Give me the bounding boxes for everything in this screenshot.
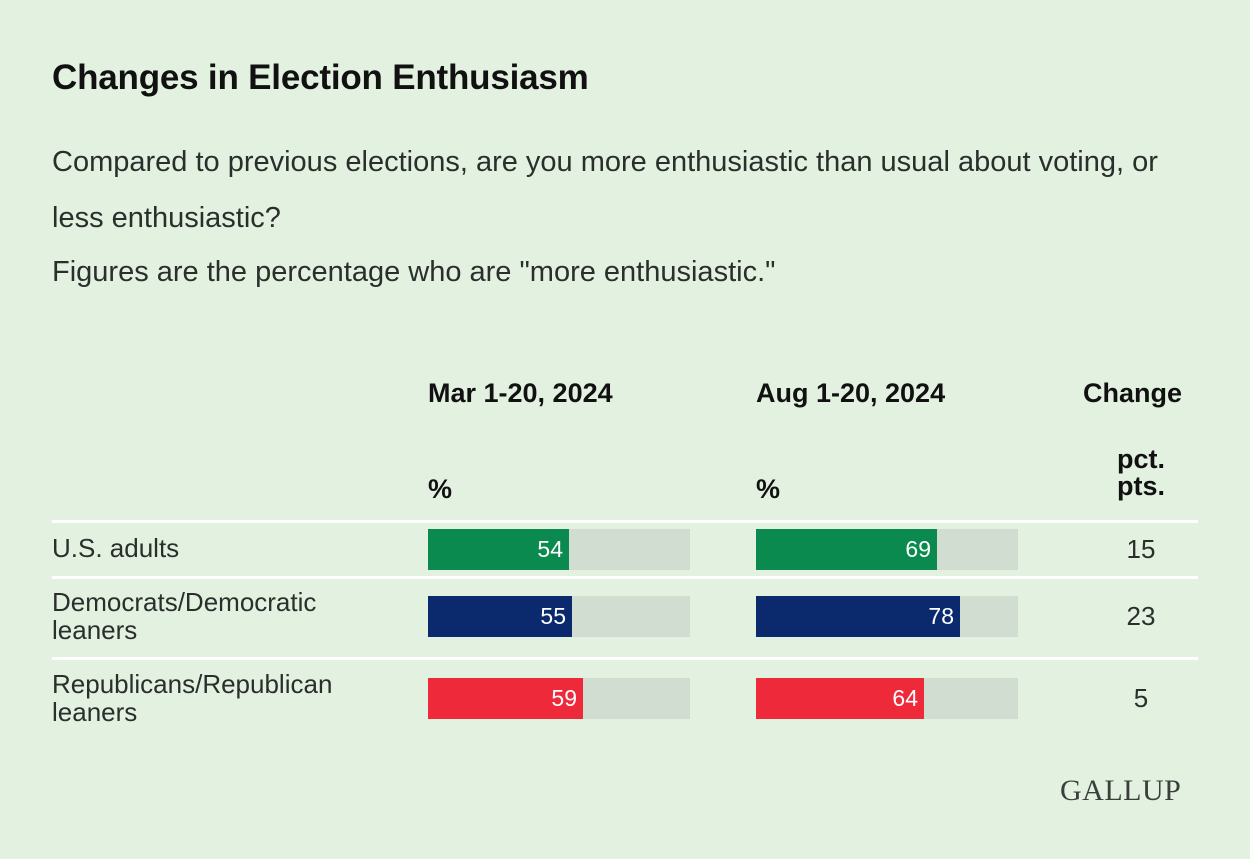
change-unit-line2: pts. — [1116, 471, 1165, 501]
column-unit-aug: % — [756, 474, 781, 504]
row-label: Democrats/Democratic leaners — [52, 587, 317, 645]
chart-subtitle: Compared to previous elections, are you … — [52, 146, 1158, 234]
bar-track: 78 — [756, 596, 1018, 637]
chart-note: Figures are the percentage who are "more… — [52, 256, 776, 288]
change-value: 15 — [1126, 534, 1156, 564]
bar-value-label: 78 — [928, 603, 954, 629]
row-label: Republicans/Republican leaners — [52, 669, 333, 727]
row-divider — [52, 657, 1198, 660]
change-value: 23 — [1126, 601, 1156, 631]
bar — [428, 678, 583, 719]
column-header-aug: Aug 1-20, 2024 — [756, 378, 946, 408]
bar-track: 54 — [428, 529, 690, 570]
column-header-change: Change — [1083, 378, 1183, 408]
bar-value-label: 69 — [905, 536, 931, 562]
bar-value-label: 59 — [551, 685, 577, 711]
bar-track: 59 — [428, 678, 690, 719]
chart-title: Changes in Election Enthusiasm — [52, 58, 589, 97]
bar-value-label: 55 — [540, 603, 566, 629]
row-label: U.S. adults — [52, 533, 180, 563]
bar — [756, 596, 960, 637]
row-divider — [52, 576, 1198, 579]
bar — [428, 529, 569, 570]
bar — [756, 529, 937, 570]
change-unit: pct. pts. — [1081, 446, 1201, 500]
bar-track: 55 — [428, 596, 690, 637]
header-divider — [52, 520, 1198, 523]
column-unit-mar: % — [428, 474, 453, 504]
bar-track: 64 — [756, 678, 1018, 719]
column-header-mar: Mar 1-20, 2024 — [428, 378, 613, 408]
bar-track: 69 — [756, 529, 1018, 570]
gallup-logo: GALLUP — [1060, 774, 1182, 807]
bar-value-label: 54 — [537, 536, 563, 562]
bar — [756, 678, 924, 719]
change-unit-line1: pct. — [1116, 444, 1165, 474]
change-value: 5 — [1133, 683, 1149, 713]
bar — [428, 596, 572, 637]
bar-value-label: 64 — [892, 685, 918, 711]
